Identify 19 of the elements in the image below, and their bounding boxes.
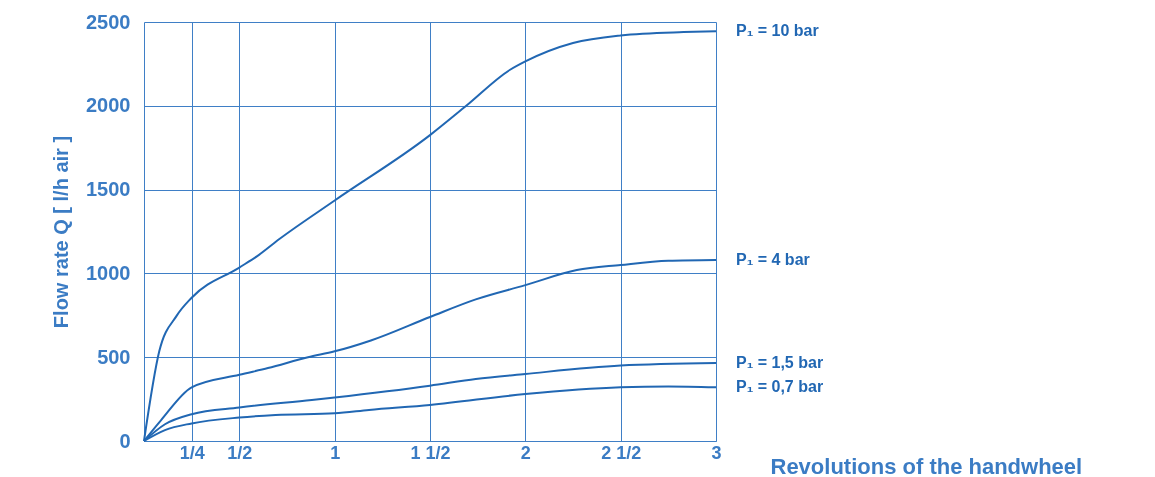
series-label: P₁ = 10 bar <box>736 22 819 40</box>
x-tick-label: 1 <box>330 442 341 463</box>
x-tick-label: 1 1/2 <box>410 442 451 463</box>
x-tick-label: 1/2 <box>227 442 253 463</box>
y-tick-label: 1000 <box>86 261 131 284</box>
series-label: P₁ = 1,5 bar <box>736 354 824 372</box>
series-label: P₁ = 0,7 bar <box>736 378 824 396</box>
x-tick-label: 2 1/2 <box>601 442 642 463</box>
y-tick-label: 0 <box>119 429 131 452</box>
y-tick-label: 1500 <box>86 178 131 201</box>
y-tick-label: 2000 <box>86 94 131 117</box>
x-tick-label: 3 <box>711 442 722 463</box>
y-axis-title: Flow rate Q [ l/h air ] <box>50 135 73 329</box>
y-tick-label: 500 <box>97 345 131 368</box>
x-axis-title: Revolutions of the handwheel <box>770 453 1083 477</box>
series-label: P₁ = 4 bar <box>736 250 810 268</box>
y-tick-label: 2500 <box>86 10 131 33</box>
x-tick-label: 2 <box>520 442 531 463</box>
x-tick-label: 1/4 <box>179 442 205 463</box>
